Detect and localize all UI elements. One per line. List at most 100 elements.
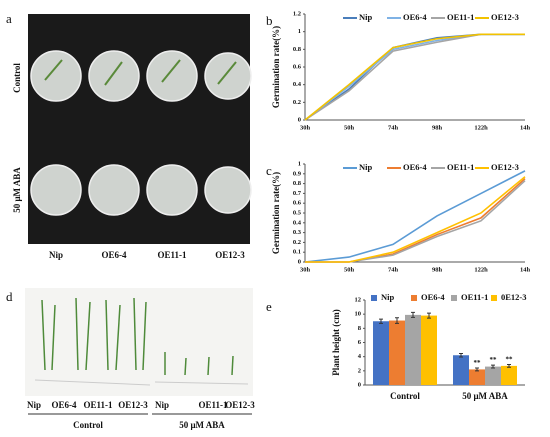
significance: ** — [474, 359, 482, 367]
error-bar — [507, 363, 511, 368]
significance: ** — [506, 355, 514, 363]
error-bar — [459, 352, 463, 358]
error-bar — [491, 364, 495, 369]
y-tick-label: 0 — [298, 116, 301, 123]
x-tick-label: 74h — [388, 266, 399, 273]
y-tick-label: 0.5 — [293, 209, 302, 216]
seedlings — [44, 59, 237, 86]
legend-label: Nip — [381, 292, 395, 302]
y-tick-label: 0.4 — [293, 219, 302, 226]
legend-label: OE6-4 — [421, 292, 445, 302]
plants — [41, 297, 234, 376]
y-tick-label: 0.6 — [293, 200, 302, 207]
y-tick-label: 2 — [358, 367, 361, 374]
error-bar — [379, 318, 383, 324]
legend-label: OE6-4 — [403, 12, 427, 22]
y-tick-label: 10 — [355, 311, 362, 318]
y-tick-label: 0 — [298, 258, 301, 265]
col-label: OE11-1 — [157, 250, 187, 260]
legend-swatch — [491, 295, 497, 301]
row-label: Control — [12, 63, 22, 93]
line — [304, 33, 525, 121]
col-label: OE6-4 — [101, 250, 127, 260]
photo-d — [25, 288, 253, 396]
legend-swatch — [371, 295, 377, 301]
legend-label: OE11-1 — [461, 292, 488, 302]
bar — [469, 369, 485, 385]
y-axis-label: Plant height (cm) — [331, 309, 341, 376]
panel-label: a — [6, 11, 12, 26]
col-label: Nip — [49, 250, 63, 260]
y-axis-label: Germination rate(%) — [271, 26, 281, 108]
x-tick-label: Control — [390, 391, 420, 401]
legend-label: OE6-4 — [403, 162, 427, 172]
y-tick-label: 0.8 — [293, 180, 302, 187]
legend-label: OE11-1 — [447, 162, 474, 172]
panel-label: e — [266, 299, 272, 314]
bar — [405, 314, 421, 385]
group-label: 50 μM ABA — [179, 420, 225, 430]
line — [304, 33, 525, 121]
legend-label: OE11-1 — [447, 12, 474, 22]
y-tick-label: 0.7 — [293, 190, 302, 197]
bar — [373, 321, 389, 385]
legend-swatch — [451, 295, 457, 301]
plant-label: Nip — [27, 400, 41, 410]
error-bar — [427, 312, 431, 319]
x-tick-label: 50h — [344, 266, 355, 273]
line — [305, 176, 526, 263]
legend-swatch — [411, 295, 417, 301]
x-tick-label: 50h — [344, 124, 355, 131]
x-tick-label: 98h — [432, 124, 443, 131]
y-axis-label: Germination rate(%) — [271, 172, 281, 254]
error-bar — [395, 317, 399, 324]
x-tick-label: 50 μM ABA — [462, 391, 508, 401]
legend-label: OE12-3 — [491, 162, 519, 172]
significance: ** — [490, 356, 498, 364]
x-tick-label: 122h — [474, 266, 488, 273]
bar — [389, 320, 405, 385]
plant-label: OE11-1 — [198, 400, 228, 410]
col-label: OE12-3 — [215, 250, 245, 260]
x-tick-label: 14h — [520, 124, 531, 131]
y-tick-label: 0 — [358, 381, 361, 388]
panel-label: b — [266, 13, 273, 28]
group-label: Control — [73, 420, 103, 430]
y-tick-label: 0.9 — [293, 170, 302, 177]
legend-label: 0E12-3 — [501, 292, 527, 302]
error-bar — [475, 367, 479, 372]
legend-label: OE12-3 — [491, 12, 519, 22]
x-tick-label: 30h — [300, 266, 311, 273]
y-tick-label: 12 — [355, 296, 362, 303]
y-tick-label: 0.8 — [293, 46, 302, 53]
dishes — [30, 50, 252, 216]
plant-label: Nip — [155, 400, 169, 410]
plant-label: OE6-4 — [51, 400, 77, 410]
bar — [421, 315, 437, 385]
y-tick-label: 0.4 — [293, 81, 302, 88]
y-tick-label: 6 — [358, 339, 362, 346]
y-tick-label: 0.3 — [293, 229, 302, 236]
panel-label: d — [6, 289, 13, 304]
y-tick-label: 1 — [298, 28, 301, 35]
line — [304, 170, 526, 263]
y-tick-label: 8 — [358, 325, 362, 332]
x-tick-label: 98h — [432, 266, 443, 273]
row-label: 50 μM ABA — [12, 167, 22, 213]
error-bar — [411, 311, 415, 318]
plant-label: OE12-3 — [118, 400, 148, 410]
roots — [34, 379, 249, 386]
x-tick-label: 74h — [388, 124, 399, 131]
plant-label: OE12-3 — [225, 400, 255, 410]
panel-label: c — [266, 163, 272, 178]
x-tick-label: 30h — [300, 124, 311, 131]
line — [305, 178, 526, 263]
legend-label: Nip — [359, 12, 373, 22]
bar — [453, 355, 469, 385]
y-tick-label: 1.2 — [293, 10, 301, 17]
plant-label: OE11-1 — [83, 400, 113, 410]
bar — [485, 366, 501, 385]
line — [305, 180, 526, 263]
bar — [501, 365, 517, 385]
